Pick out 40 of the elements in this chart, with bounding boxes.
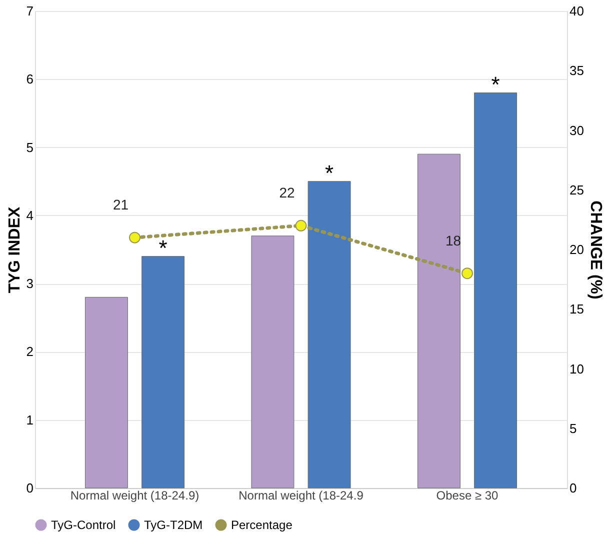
bar bbox=[417, 154, 460, 488]
data-label: 21 bbox=[112, 196, 129, 213]
data-label: 22 bbox=[279, 184, 295, 201]
point bbox=[129, 232, 140, 244]
y2-tick-label: 5 bbox=[570, 420, 577, 436]
point bbox=[295, 220, 307, 232]
y-tick-label: 1 bbox=[26, 412, 34, 428]
x-tick-label: Normal weight (18-24.9) bbox=[70, 488, 200, 502]
data-label: 18 bbox=[445, 232, 462, 248]
bar bbox=[84, 296, 128, 488]
legend-label: TyG-Control bbox=[51, 518, 116, 532]
legend-label: TyG-T2DM bbox=[144, 518, 203, 532]
annotation: * bbox=[491, 72, 500, 97]
point bbox=[462, 268, 473, 280]
bar bbox=[474, 92, 518, 488]
x-tick-label: Obese ≥ 30 bbox=[436, 488, 499, 502]
y2-tick-label: 0 bbox=[570, 480, 577, 496]
x-tick-label: Normal weight (18-24.9 bbox=[238, 488, 364, 502]
y-tick-label: 6 bbox=[26, 72, 34, 87]
y2-tick-label: 40 bbox=[570, 4, 584, 18]
y-tick-label: 2 bbox=[26, 344, 34, 360]
y-tick-label: 0 bbox=[26, 480, 34, 496]
annotation: * bbox=[325, 160, 334, 186]
y2-tick-label: 35 bbox=[570, 63, 584, 78]
y-tick-label: 7 bbox=[26, 4, 34, 18]
y2-tick-label: 30 bbox=[570, 122, 584, 138]
bar bbox=[308, 181, 351, 488]
y-axis-title: TYG INDEX bbox=[6, 206, 24, 294]
y-tick-label: 3 bbox=[26, 276, 34, 292]
y-tick-label: 4 bbox=[26, 208, 34, 223]
y2-axis-title: CHANGE (%) bbox=[586, 200, 604, 300]
y2-tick-label: 25 bbox=[570, 182, 584, 198]
annotation: * bbox=[158, 235, 168, 260]
bar bbox=[251, 236, 294, 488]
y2-tick-label: 15 bbox=[570, 302, 584, 317]
legend-label: Percentage bbox=[231, 518, 293, 532]
bar bbox=[142, 256, 185, 488]
y-tick-label: 5 bbox=[26, 140, 34, 155]
y2-tick-label: 20 bbox=[570, 242, 584, 257]
y2-tick-label: 10 bbox=[570, 361, 584, 376]
